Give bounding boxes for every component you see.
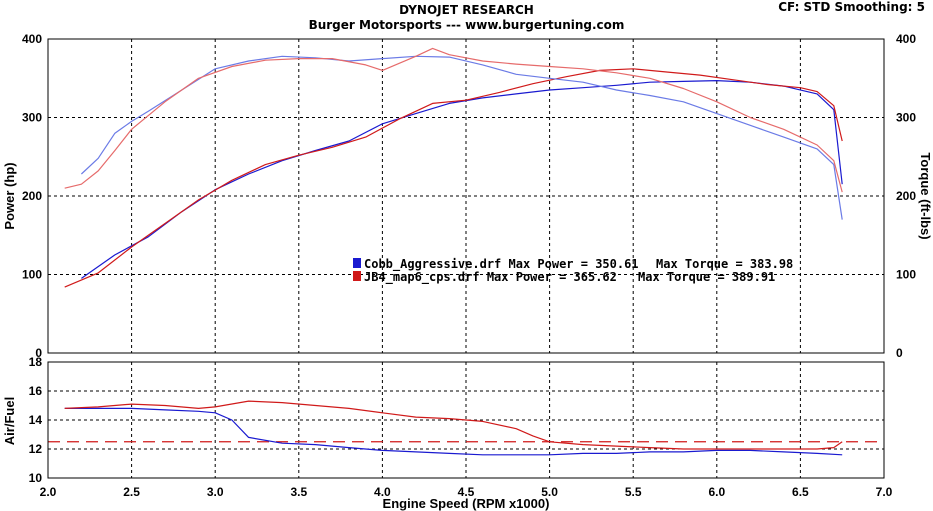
y-tick-label-airfuel: 14 <box>29 413 43 427</box>
legend-swatch-cobb <box>353 258 361 268</box>
x-tick-label: 4.5 <box>458 485 475 499</box>
y-tick-label-airfuel: 16 <box>29 384 43 398</box>
y-tick-label-power: 300 <box>22 111 42 125</box>
y-tick-label-torque: 0 <box>896 346 903 360</box>
y-tick-label-power: 100 <box>22 268 42 282</box>
x-tick-label: 6.5 <box>792 485 809 499</box>
x-tick-label: 3.0 <box>207 485 224 499</box>
x-tick-label: 5.5 <box>625 485 642 499</box>
x-tick-label: 6.0 <box>708 485 725 499</box>
y-tick-label-power: 0 <box>35 346 42 360</box>
legend-torque-jb4: Max Torque = 389.91 <box>638 270 775 284</box>
x-tick-label: 3.5 <box>290 485 307 499</box>
y-axis-label-airfuel: Air/Fuel <box>2 397 17 445</box>
jb4-torque-line <box>64 47 843 193</box>
y-tick-label-torque: 200 <box>896 189 916 203</box>
legend: Cobb_Aggressive.drf Max Power = 350.61 M… <box>353 257 793 285</box>
legend-label-cobb: Cobb_Aggressive.drf Max Power = 350.61 <box>364 257 639 272</box>
x-axis-label: Engine Speed (RPM x1000) <box>383 496 550 511</box>
y-tick-label-torque: 300 <box>896 111 916 125</box>
chart-title: DYNOJET RESEARCH <box>399 3 534 17</box>
y-tick-label-power: 400 <box>22 32 42 46</box>
air-fuel-plot-area <box>47 361 885 479</box>
correction-settings: CF: STD Smoothing: 5 <box>778 0 925 14</box>
power-torque-grid <box>48 39 884 353</box>
y-tick-label-airfuel: 10 <box>29 471 43 485</box>
x-tick-label: 2.0 <box>40 485 57 499</box>
cobb-power-line <box>81 79 843 279</box>
legend-swatch-jb4 <box>353 271 361 281</box>
chart-subtitle: Burger Motorsports --- www.burgertuning.… <box>308 18 625 32</box>
x-tick-label: 7.0 <box>876 485 893 499</box>
power-torque-plot-area <box>47 38 885 354</box>
legend-label-jb4: JB4_map6_cps.drf Max Power = 365.62 <box>364 270 617 285</box>
legend-torque-cobb: Max Torque = 383.98 <box>656 257 793 271</box>
cobb-afr-line <box>64 407 843 456</box>
y-tick-label-power: 200 <box>22 189 42 203</box>
jb4-afr-line <box>64 400 843 450</box>
x-tick-label: 5.0 <box>541 485 558 499</box>
x-tick-label: 4.0 <box>374 485 391 499</box>
cobb-torque-line <box>80 55 843 220</box>
y-axis-label-torque: Torque (ft-lbs) <box>918 152 933 239</box>
y-tick-label-airfuel: 12 <box>29 442 43 456</box>
x-tick-label: 2.5 <box>123 485 140 499</box>
y-axis-label-power: Power (hp) <box>2 162 17 229</box>
jb4-power-line <box>64 68 843 288</box>
y-tick-label-torque: 100 <box>896 268 916 282</box>
y-tick-label-torque: 400 <box>896 32 916 46</box>
y-tick-label-airfuel: 18 <box>29 355 43 369</box>
